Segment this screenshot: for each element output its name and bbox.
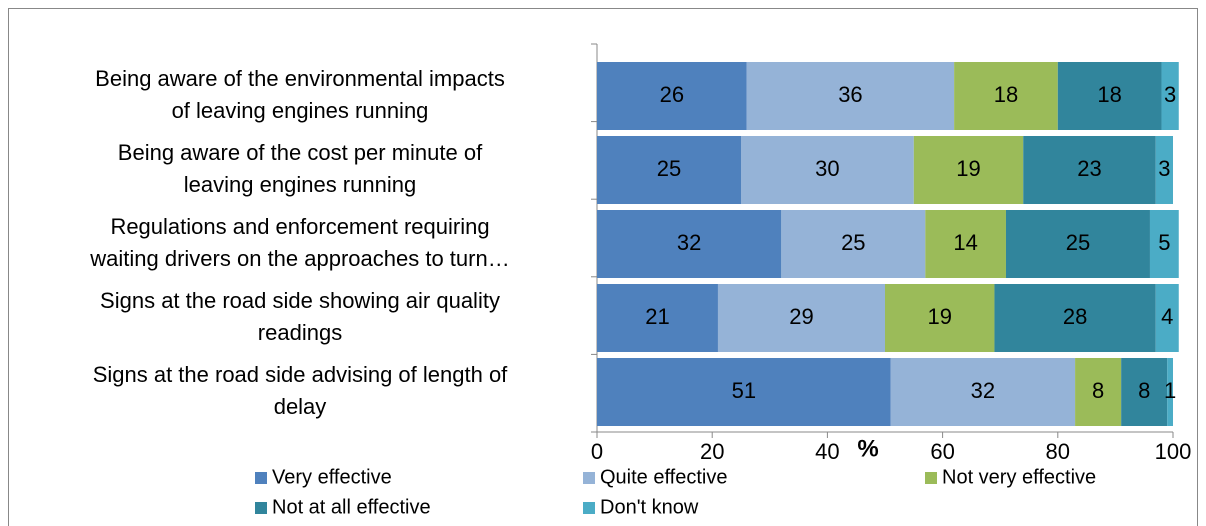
data-label: 8	[1092, 378, 1104, 403]
data-label: 3	[1164, 82, 1176, 107]
legend-label: Not very effective	[942, 466, 1096, 488]
category-label: of leaving engines running	[172, 98, 429, 123]
bar-segment	[1057, 62, 1162, 130]
data-label: 25	[841, 230, 865, 255]
bar-segment	[1155, 136, 1173, 204]
bar-segment	[597, 62, 747, 130]
legend-label: Not at all effective	[272, 496, 431, 518]
category-label: delay	[274, 394, 327, 419]
bar-segment	[1075, 358, 1122, 426]
legend-swatch	[583, 472, 595, 484]
bar-segment	[597, 210, 782, 278]
data-label: 32	[677, 230, 701, 255]
data-label: 23	[1077, 156, 1101, 181]
category-label: Being aware of the environmental impacts	[95, 66, 505, 91]
data-label: 26	[660, 82, 684, 107]
category-label: leaving engines running	[184, 172, 416, 197]
category-label: Signs at the road side advising of lengt…	[93, 362, 508, 387]
x-tick-label: 100	[1155, 439, 1192, 464]
bar-segment	[913, 136, 1024, 204]
legend-swatch	[255, 472, 267, 484]
x-tick-label: 0	[591, 439, 603, 464]
bar-segment	[781, 210, 926, 278]
bar-segment	[597, 136, 741, 204]
category-label: Being aware of the cost per minute of	[118, 140, 483, 165]
x-tick-label: 60	[930, 439, 954, 464]
legend-swatch	[925, 472, 937, 484]
bar-segment	[1161, 62, 1179, 130]
data-label: 3	[1158, 156, 1170, 181]
data-label: 36	[838, 82, 862, 107]
bar-segment	[890, 358, 1076, 426]
data-label: 29	[789, 304, 813, 329]
category-label: readings	[258, 320, 342, 345]
bar-segment	[954, 62, 1058, 130]
bar-segment	[1005, 210, 1150, 278]
data-label: 25	[1066, 230, 1090, 255]
data-label: 4	[1161, 304, 1173, 329]
data-label: 14	[953, 230, 977, 255]
x-tick-label: 80	[1046, 439, 1070, 464]
data-label: 21	[645, 304, 669, 329]
data-label: 19	[927, 304, 951, 329]
data-label: 18	[1097, 82, 1121, 107]
data-label: 19	[956, 156, 980, 181]
data-label: 8	[1138, 378, 1150, 403]
data-label: 25	[657, 156, 681, 181]
bar-segment	[717, 284, 885, 352]
bar-segment	[741, 136, 914, 204]
bar-segment	[1121, 358, 1168, 426]
legend-label: Don't know	[600, 496, 699, 518]
bar-segment	[1023, 136, 1156, 204]
data-label: 1	[1164, 378, 1176, 403]
x-tick-label: 40	[815, 439, 839, 464]
frame	[8, 8, 1198, 526]
x-axis-label: %	[857, 435, 878, 462]
data-label: 51	[732, 378, 756, 403]
legend-label: Very effective	[272, 466, 392, 488]
bar-segment	[1149, 210, 1179, 278]
data-label: 28	[1063, 304, 1087, 329]
bar-segment	[994, 284, 1156, 352]
data-label: 5	[1158, 230, 1170, 255]
bar-segment	[1155, 284, 1179, 352]
data-label: 18	[994, 82, 1018, 107]
category-label: Signs at the road side showing air quali…	[100, 288, 500, 313]
legend-swatch	[583, 502, 595, 514]
bar-segment	[885, 284, 995, 352]
bar-segment	[925, 210, 1006, 278]
bar-segment	[597, 284, 718, 352]
data-label: 32	[971, 378, 995, 403]
category-label: waiting drivers on the approaches to tur…	[89, 246, 509, 271]
legend-label: Quite effective	[600, 466, 727, 488]
bar-segment	[746, 62, 955, 130]
bar-segment	[597, 358, 891, 426]
legend-swatch	[255, 502, 267, 514]
bar-segment	[1167, 358, 1173, 426]
x-tick-label: 20	[700, 439, 724, 464]
data-label: 30	[815, 156, 839, 181]
category-label: Regulations and enforcement requiring	[110, 214, 489, 239]
